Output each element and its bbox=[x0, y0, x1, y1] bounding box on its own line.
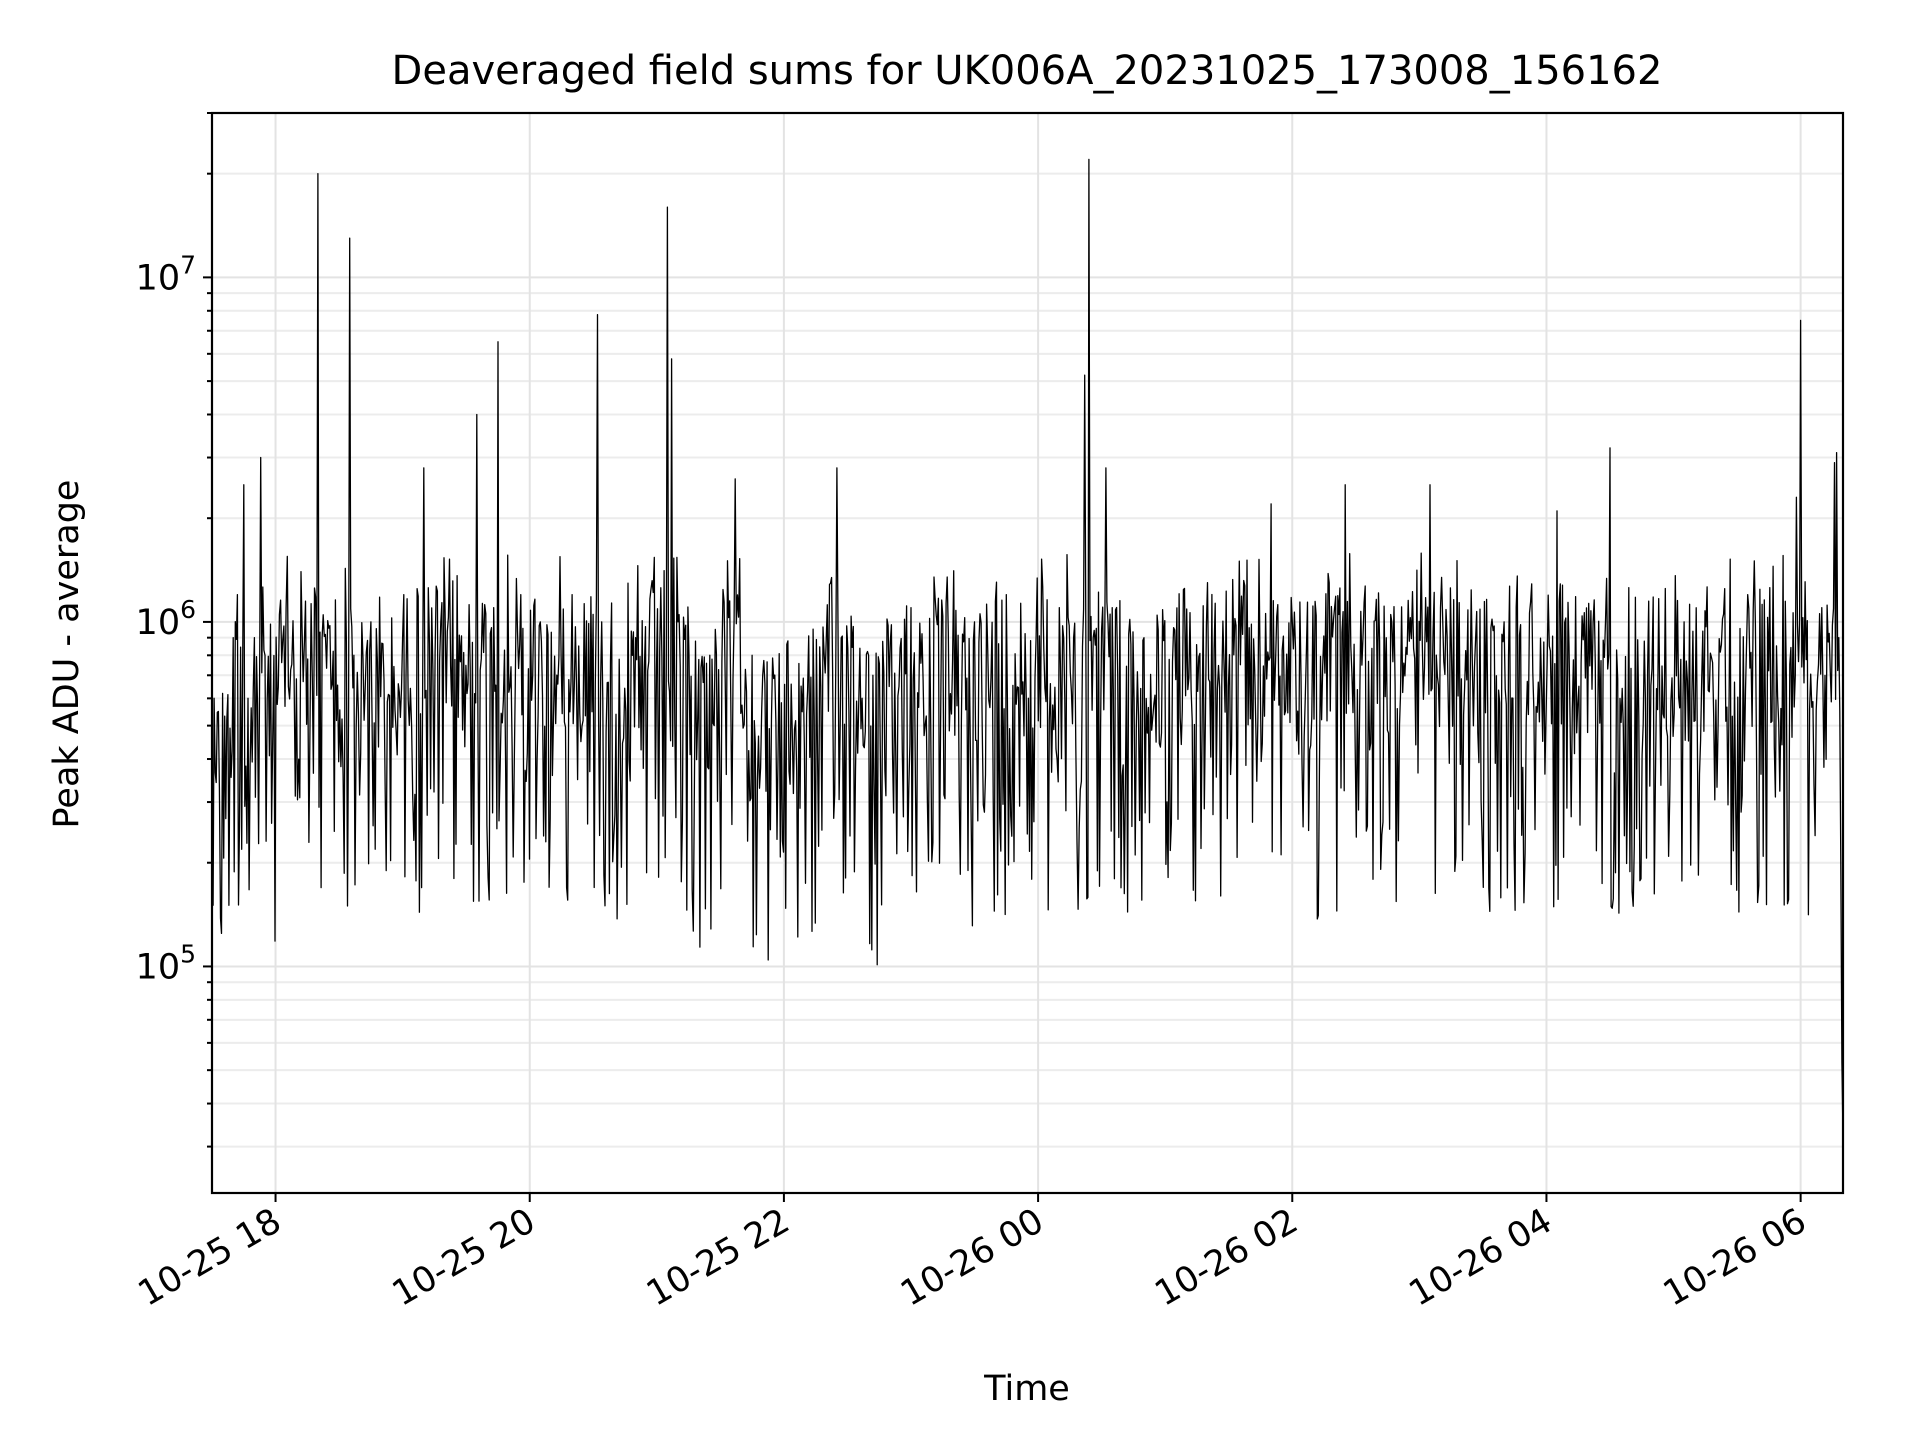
chart-title: Deaveraged field sums for UK006A_2023102… bbox=[392, 48, 1663, 94]
y-axis-ticks: 105 106 107 bbox=[136, 112, 212, 1148]
series-line bbox=[211, 158, 1844, 1137]
plot-frame bbox=[210, 111, 1845, 1195]
y-axis-label: Peak ADU - average bbox=[47, 480, 87, 829]
series-group bbox=[211, 158, 1844, 1137]
x-axis-label: Time bbox=[983, 1369, 1070, 1409]
y-tick-label: 106 bbox=[136, 595, 196, 643]
y-tick-label: 107 bbox=[136, 250, 196, 298]
y-tick-label: 105 bbox=[136, 939, 196, 987]
